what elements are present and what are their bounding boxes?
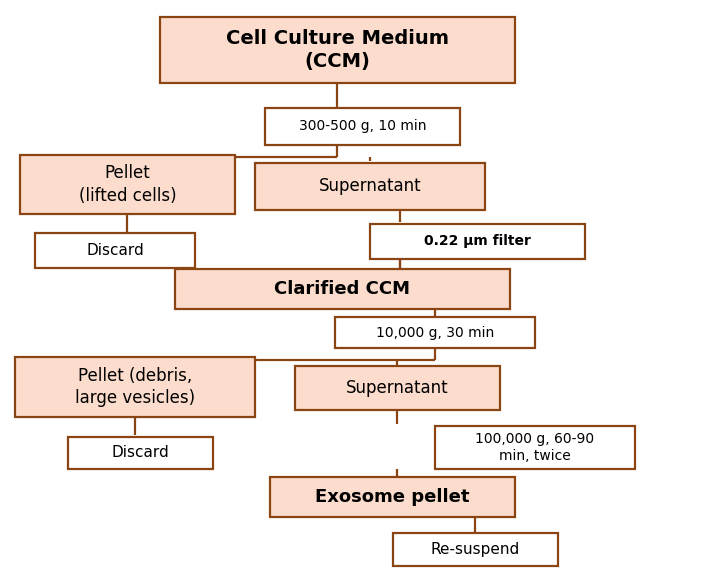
Text: Pellet
(lifted cells): Pellet (lifted cells) [79, 165, 177, 204]
FancyBboxPatch shape [393, 533, 558, 566]
FancyBboxPatch shape [175, 269, 510, 310]
FancyBboxPatch shape [35, 233, 195, 268]
Text: Discard: Discard [86, 243, 144, 258]
Text: Supernatant: Supernatant [319, 178, 421, 195]
FancyBboxPatch shape [335, 318, 535, 348]
Text: Pellet (debris,
large vesicles): Pellet (debris, large vesicles) [75, 367, 195, 407]
FancyBboxPatch shape [255, 163, 485, 210]
FancyBboxPatch shape [68, 437, 213, 469]
Text: Cell Culture Medium
(CCM): Cell Culture Medium (CCM) [226, 29, 449, 71]
Text: Clarified CCM: Clarified CCM [275, 280, 411, 298]
FancyBboxPatch shape [265, 108, 460, 145]
FancyBboxPatch shape [20, 155, 235, 214]
FancyBboxPatch shape [435, 426, 635, 469]
Text: 10,000 g, 30 min: 10,000 g, 30 min [376, 326, 494, 340]
FancyBboxPatch shape [295, 366, 500, 409]
Text: Exosome pellet: Exosome pellet [315, 488, 470, 506]
FancyBboxPatch shape [270, 477, 515, 517]
Text: Discard: Discard [111, 446, 170, 460]
Text: 300-500 g, 10 min: 300-500 g, 10 min [299, 119, 426, 133]
FancyBboxPatch shape [370, 224, 585, 259]
FancyBboxPatch shape [15, 357, 255, 417]
Text: Re-suspend: Re-suspend [431, 542, 520, 557]
Text: Supernatant: Supernatant [346, 379, 449, 397]
FancyBboxPatch shape [160, 18, 515, 83]
Text: 0.22 μm filter: 0.22 μm filter [424, 234, 531, 248]
Text: 100,000 g, 60-90
min, twice: 100,000 g, 60-90 min, twice [475, 432, 594, 463]
